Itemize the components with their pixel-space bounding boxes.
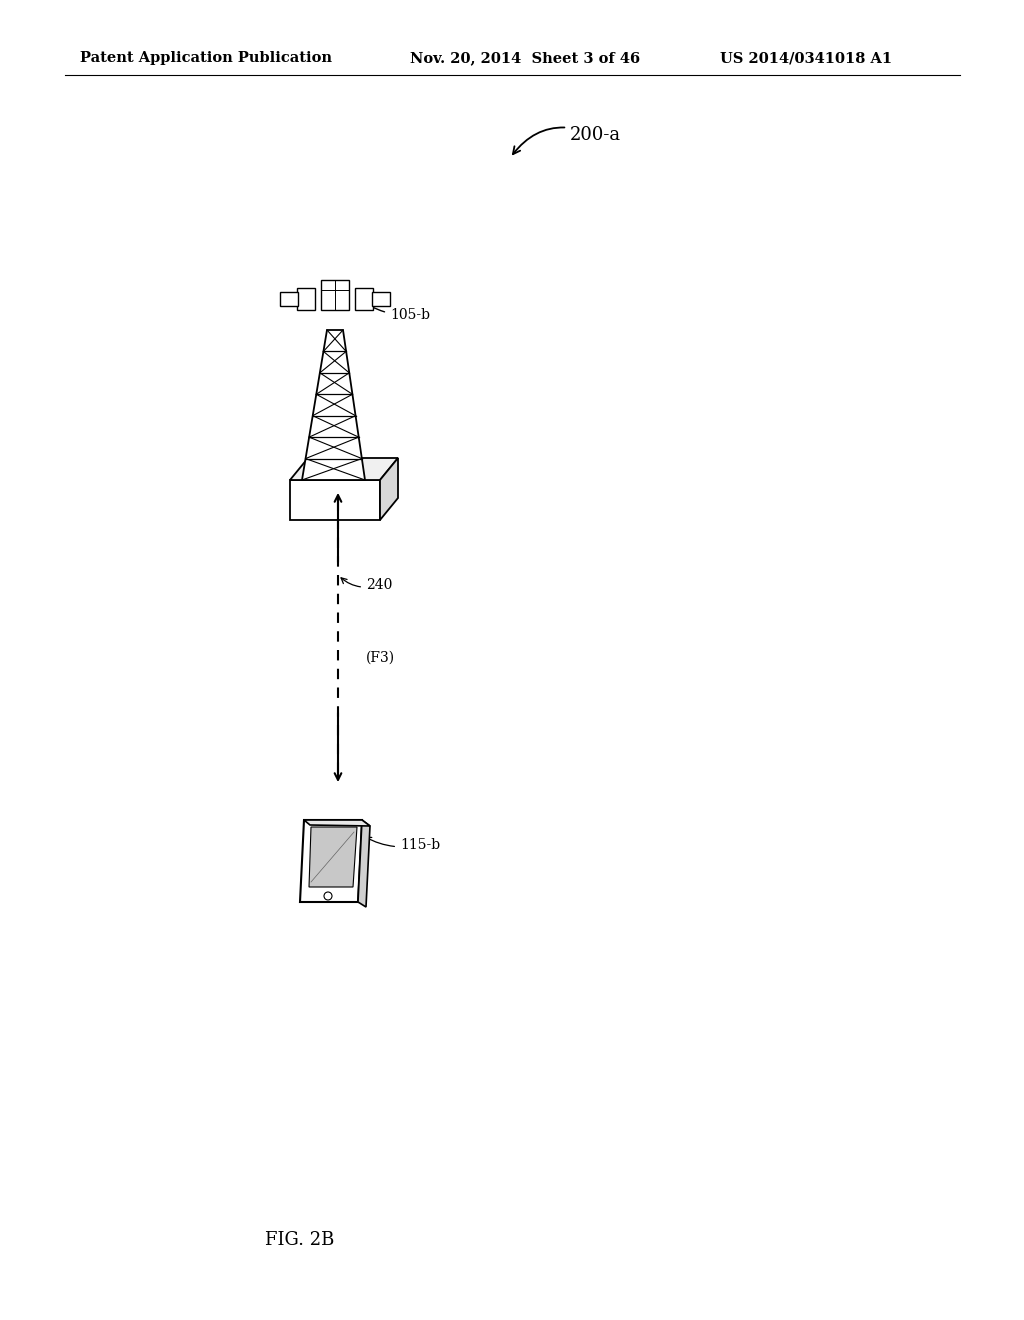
Polygon shape <box>300 820 362 902</box>
Polygon shape <box>358 820 370 907</box>
Circle shape <box>324 892 332 900</box>
Text: 105-b: 105-b <box>358 298 430 322</box>
FancyBboxPatch shape <box>372 292 390 306</box>
Text: (F3): (F3) <box>366 651 395 664</box>
Polygon shape <box>304 820 370 826</box>
Polygon shape <box>309 828 357 887</box>
Polygon shape <box>290 458 398 480</box>
Polygon shape <box>380 458 398 520</box>
Text: FIG. 2B: FIG. 2B <box>265 1232 335 1249</box>
Text: Patent Application Publication: Patent Application Publication <box>80 51 332 65</box>
Text: 240: 240 <box>341 578 392 591</box>
Text: 115-b: 115-b <box>366 837 440 851</box>
Text: Nov. 20, 2014  Sheet 3 of 46: Nov. 20, 2014 Sheet 3 of 46 <box>410 51 640 65</box>
FancyBboxPatch shape <box>355 288 373 310</box>
FancyBboxPatch shape <box>297 288 315 310</box>
FancyBboxPatch shape <box>280 292 298 306</box>
Polygon shape <box>302 330 365 480</box>
Polygon shape <box>290 480 380 520</box>
Text: US 2014/0341018 A1: US 2014/0341018 A1 <box>720 51 892 65</box>
FancyBboxPatch shape <box>321 280 349 310</box>
Text: 200-a: 200-a <box>513 125 622 154</box>
